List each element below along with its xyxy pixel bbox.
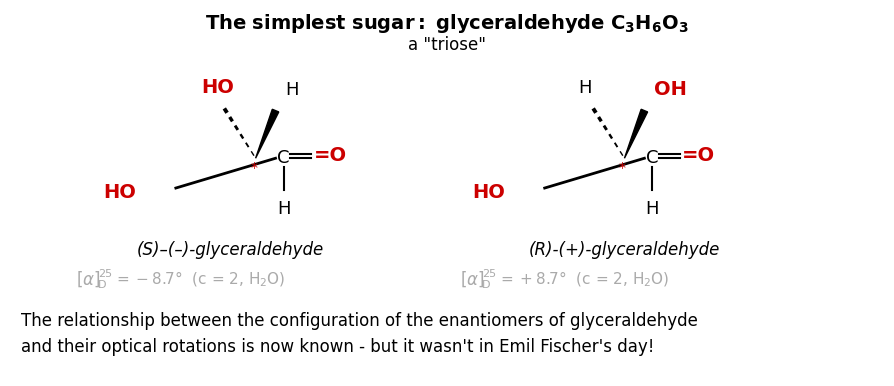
Text: *: * xyxy=(619,161,626,175)
Text: [$\alpha$]: [$\alpha$] xyxy=(460,269,485,289)
Text: The relationship between the configuration of the enantiomers of glyceraldehyde: The relationship between the configurati… xyxy=(21,312,698,330)
Text: H: H xyxy=(578,79,591,97)
Text: HO: HO xyxy=(201,78,234,97)
Text: [$\alpha$]: [$\alpha$] xyxy=(76,269,101,289)
Text: =O: =O xyxy=(314,146,347,165)
Text: (R)-(+)-glyceraldehyde: (R)-(+)-glyceraldehyde xyxy=(528,240,721,259)
Text: $= -8.7\degree$  (c = 2, H$_2$O): $= -8.7\degree$ (c = 2, H$_2$O) xyxy=(114,270,285,289)
Text: =O: =O xyxy=(682,146,715,165)
Text: HO: HO xyxy=(103,183,136,201)
Text: HO: HO xyxy=(472,183,505,201)
Text: $\mathbf{The\ simplest\ sugar:\ glyceraldehyde\ C_3H_6O_3}$: $\mathbf{The\ simplest\ sugar:\ glyceral… xyxy=(205,12,689,35)
Text: 25: 25 xyxy=(98,269,113,279)
Text: H: H xyxy=(277,200,291,218)
Text: a "triose": a "triose" xyxy=(408,36,486,54)
Text: H: H xyxy=(645,200,659,218)
Polygon shape xyxy=(256,109,279,158)
Text: C: C xyxy=(277,149,290,167)
Text: C: C xyxy=(646,149,659,167)
Text: (S)–(–)-glyceraldehyde: (S)–(–)-glyceraldehyde xyxy=(137,240,325,259)
Text: D: D xyxy=(98,280,106,290)
Polygon shape xyxy=(624,109,647,158)
Text: H: H xyxy=(285,81,299,99)
Text: 25: 25 xyxy=(482,269,496,279)
Text: *: * xyxy=(250,161,257,175)
Text: OH: OH xyxy=(654,80,687,99)
Text: and their optical rotations is now known - but it wasn't in Emil Fischer's day!: and their optical rotations is now known… xyxy=(21,338,654,356)
Text: $= +8.7\degree$  (c = 2, H$_2$O): $= +8.7\degree$ (c = 2, H$_2$O) xyxy=(498,270,670,289)
Text: D: D xyxy=(482,280,491,290)
